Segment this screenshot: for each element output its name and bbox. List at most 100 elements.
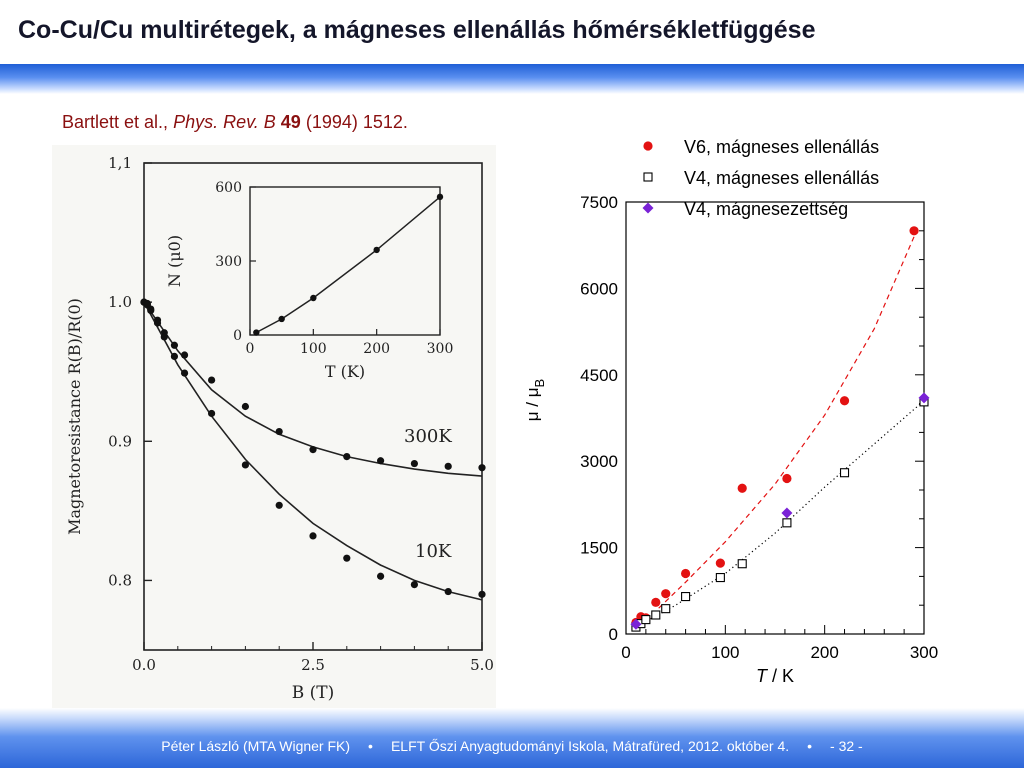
- inset-x-tick-label: 300: [427, 341, 454, 357]
- data-point: [309, 446, 317, 454]
- footer-author: Péter László (MTA Wigner FK): [161, 738, 351, 754]
- legend-marker-2: [642, 202, 654, 214]
- y-tick-label: 3000: [580, 452, 618, 471]
- y-tick-label: 0: [609, 625, 618, 644]
- y-tick-label: 7500: [580, 193, 618, 212]
- data-point-1: [661, 604, 671, 614]
- data-point: [170, 341, 179, 349]
- inset-data-point: [373, 246, 380, 254]
- inset-x-axis-label: T (K): [325, 362, 365, 381]
- data-point: [343, 452, 351, 461]
- data-point-0: [909, 226, 919, 236]
- x-tick-label: 0.0: [132, 656, 156, 674]
- data-point-1: [839, 468, 850, 478]
- footer-page-number: - 32 -: [830, 738, 863, 754]
- data-point: [208, 376, 216, 384]
- inset-data-point: [278, 315, 285, 323]
- data-point: [444, 587, 452, 596]
- inset-data-point: [253, 329, 260, 336]
- fit-curve: [143, 301, 483, 601]
- data-point: [343, 554, 351, 562]
- trend-line-1: [635, 400, 925, 628]
- data-point-0: [715, 558, 725, 568]
- data-point: [180, 369, 189, 377]
- y-tick-label: 1.0: [108, 293, 132, 311]
- data-point-1: [681, 592, 691, 602]
- footer-event: ELFT Őszi Anyagtudományi Iskola, Mátrafü…: [390, 738, 790, 754]
- inset-y-tick-label: 300: [215, 254, 242, 270]
- footer-gradient-band: [0, 708, 1024, 768]
- legend-label-1: V4, mágneses ellenállás: [684, 168, 879, 188]
- y-tick-label: 1500: [580, 539, 618, 558]
- data-point: [153, 319, 162, 327]
- x-tick-label: 2.5: [301, 656, 325, 674]
- y-tick-label: 0.8: [108, 571, 132, 589]
- legend-label-0: V6, mágneses ellenállás: [684, 137, 879, 157]
- data-point-0: [651, 597, 661, 607]
- data-point: [444, 462, 452, 470]
- data-point-1: [651, 610, 661, 620]
- inset-frame: [249, 186, 441, 336]
- title-bar: Co-Cu/Cu multirétegek, a mágneses ellená…: [0, 0, 1024, 64]
- slide-title: Co-Cu/Cu multirétegek, a mágneses ellená…: [18, 16, 816, 44]
- x-tick-label: 0: [621, 643, 630, 662]
- data-point: [241, 402, 249, 411]
- data-point-0: [737, 483, 747, 493]
- x-tick-label: 200: [810, 643, 838, 662]
- legend-marker-1: [643, 172, 653, 182]
- x-tick-label: 5.0: [470, 656, 494, 674]
- x-tick-label: 300: [910, 643, 938, 662]
- magnetic-moment-chart: V6, mágneses ellenállás V4, mágneses elle…: [508, 130, 958, 710]
- x-axis-label-unit: / K: [767, 666, 794, 686]
- data-point: [275, 427, 283, 436]
- y-tick-label: 1,1: [108, 154, 132, 172]
- inset-y-axis-label: N (μ0): [165, 235, 184, 287]
- data-point: [147, 306, 155, 315]
- y-tick-label: 4500: [580, 366, 618, 385]
- trend-line-0: [635, 236, 915, 624]
- data-point-1: [641, 615, 651, 625]
- inset-y-tick-label: 0: [233, 328, 242, 344]
- plot-frame: [625, 201, 925, 635]
- footer-separator: •: [807, 738, 813, 754]
- data-point: [410, 459, 418, 468]
- y-tick-label: 6000: [580, 279, 618, 298]
- citation-volume: 49: [280, 112, 301, 132]
- inset-x-tick-label: 200: [363, 341, 390, 357]
- inset-data-point: [310, 294, 317, 302]
- citation-year-pages: (1994) 1512.: [305, 112, 408, 132]
- data-point-0: [681, 568, 691, 579]
- y-axis-label: Magnetoresistance R(B)/R(0): [65, 298, 84, 535]
- data-point-0: [782, 473, 792, 484]
- data-point: [377, 457, 385, 465]
- footer: Péter László (MTA Wigner FK) • ELFT Őszi A…: [0, 738, 1024, 754]
- x-tick-label: 100: [711, 643, 739, 662]
- data-point: [180, 351, 189, 359]
- data-point: [160, 333, 168, 341]
- data-point: [478, 464, 486, 472]
- magnetic-moment-plot: V6, mágneses ellenállás V4, mágneses elle…: [523, 137, 938, 686]
- legend-marker-0: [643, 141, 653, 151]
- data-point-1: [715, 573, 725, 583]
- footer-separator: •: [368, 738, 373, 754]
- data-point-0: [839, 396, 850, 406]
- data-point: [478, 590, 486, 598]
- inset-data-point: [436, 193, 444, 201]
- data-point-2: [630, 618, 642, 630]
- data-point: [410, 581, 418, 589]
- inset-y-tick-label: 600: [215, 180, 242, 196]
- data-point: [170, 352, 179, 361]
- y-axis-label-main: μ / μ: [523, 387, 542, 421]
- series-label-300k: 300K: [404, 426, 452, 447]
- data-point-0: [661, 589, 671, 599]
- x-axis-label: T / K: [756, 666, 794, 686]
- y-axis-label: μ / μB: [523, 379, 547, 421]
- data-point: [241, 461, 249, 469]
- series-label-10k: 10K: [415, 541, 452, 562]
- data-point: [377, 572, 385, 580]
- data-point: [309, 532, 317, 540]
- data-point: [208, 409, 216, 418]
- data-point: [143, 301, 151, 309]
- y-tick-label: 0.9: [108, 432, 132, 450]
- data-point-2: [781, 507, 793, 519]
